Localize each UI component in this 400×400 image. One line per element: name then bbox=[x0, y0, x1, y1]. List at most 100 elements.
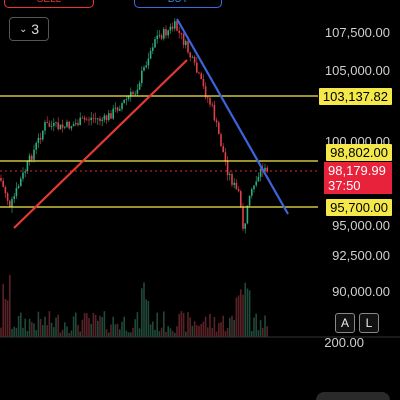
volume-bar bbox=[251, 330, 253, 337]
level-tag-2: 98,802.00 bbox=[326, 144, 392, 161]
volume-bar bbox=[94, 314, 97, 337]
volume-bar bbox=[163, 311, 165, 337]
sell-button[interactable]: SELL bbox=[4, 0, 94, 8]
volume-bar bbox=[182, 312, 185, 337]
candle-body bbox=[209, 98, 211, 105]
volume-bar bbox=[33, 323, 35, 337]
volume-bar bbox=[15, 327, 18, 337]
candle-body bbox=[237, 189, 240, 192]
volume-bar bbox=[196, 325, 198, 337]
candle-body bbox=[180, 32, 183, 35]
candle-body bbox=[182, 34, 185, 45]
current-price-tag: 98,179.99 37:50 bbox=[324, 162, 392, 194]
candle-body bbox=[110, 113, 112, 119]
candle-body bbox=[64, 126, 66, 128]
candle-body bbox=[37, 137, 40, 143]
volume-bar bbox=[44, 316, 46, 337]
volume-bar bbox=[26, 331, 29, 337]
volume-bar bbox=[125, 330, 128, 337]
candle-body bbox=[48, 123, 51, 127]
candle-body bbox=[46, 122, 48, 124]
volume-bar bbox=[143, 282, 145, 337]
volume-bar bbox=[57, 314, 59, 337]
candle-countdown: 37:50 bbox=[328, 178, 361, 193]
candle-body bbox=[220, 134, 222, 147]
volume-bar bbox=[101, 317, 103, 337]
volume-bar bbox=[244, 282, 246, 337]
volume-bar bbox=[90, 323, 92, 337]
volume-bar bbox=[165, 331, 167, 337]
volume-bar bbox=[130, 332, 132, 337]
volume-bar bbox=[68, 332, 70, 337]
candle-body bbox=[99, 118, 101, 121]
volume-bar bbox=[110, 324, 112, 337]
candle-body bbox=[196, 62, 198, 73]
volume-bar bbox=[259, 320, 262, 337]
candle-body bbox=[266, 167, 268, 172]
candle-body bbox=[86, 119, 88, 121]
auto-scale-button[interactable]: A bbox=[335, 313, 355, 333]
support-trendline bbox=[13, 59, 188, 229]
volume-bar bbox=[92, 312, 95, 337]
volume-bar bbox=[134, 319, 136, 337]
volume-bar bbox=[13, 326, 15, 337]
candle-body bbox=[136, 89, 139, 94]
volume-bar bbox=[240, 289, 242, 337]
candle-body bbox=[191, 56, 194, 58]
volume-bar bbox=[70, 330, 73, 337]
volume-bar bbox=[145, 299, 147, 337]
volume-bar bbox=[180, 311, 183, 337]
bottom-handle[interactable] bbox=[316, 392, 390, 400]
candle-body bbox=[15, 188, 18, 197]
candle-body bbox=[94, 118, 97, 120]
candle-body bbox=[105, 115, 108, 120]
candle-body bbox=[53, 123, 55, 126]
candle-body bbox=[213, 104, 216, 121]
volume-bar bbox=[42, 325, 44, 337]
candle-body bbox=[138, 83, 141, 90]
candle-body bbox=[103, 115, 106, 120]
candle-body bbox=[141, 70, 143, 84]
candle-body bbox=[35, 142, 37, 150]
candle-body bbox=[28, 155, 31, 162]
volume-bar bbox=[160, 327, 163, 337]
volume-bar bbox=[233, 320, 235, 337]
volume-bars bbox=[0, 274, 268, 337]
candle-body bbox=[134, 93, 136, 95]
candle-body bbox=[202, 79, 205, 87]
candle-body bbox=[61, 124, 64, 128]
volume-bar bbox=[55, 317, 57, 337]
chevron-down-icon: ⌄ bbox=[18, 24, 28, 35]
level-tag-1: 103,137.82 bbox=[318, 88, 392, 105]
volume-bar bbox=[31, 322, 33, 337]
buy-button[interactable]: BUY bbox=[134, 0, 222, 8]
candle-body bbox=[240, 191, 242, 207]
indicator-toggle-button[interactable]: ⌄ 3 bbox=[9, 17, 49, 41]
volume-bar bbox=[22, 327, 24, 337]
volume-bar bbox=[222, 315, 224, 337]
volume-bar bbox=[154, 329, 156, 337]
log-scale-button[interactable]: L bbox=[359, 313, 379, 333]
volume-bar bbox=[171, 330, 174, 337]
candle-body bbox=[244, 223, 246, 229]
candle-body bbox=[123, 99, 125, 104]
candle-body bbox=[0, 178, 2, 181]
candle-body bbox=[171, 26, 174, 29]
volume-bar bbox=[264, 315, 266, 337]
volume-bar bbox=[255, 313, 257, 337]
candle-body bbox=[39, 137, 42, 140]
volume-bar bbox=[59, 332, 62, 337]
candle-body bbox=[17, 186, 20, 189]
candle-body bbox=[204, 86, 207, 98]
volume-bar bbox=[39, 318, 42, 337]
candle-body bbox=[75, 123, 77, 125]
volume-bar bbox=[35, 330, 37, 337]
volume-bar bbox=[88, 318, 90, 337]
candle-body bbox=[50, 125, 53, 127]
candle-body bbox=[242, 206, 244, 229]
candle-body bbox=[167, 30, 169, 36]
volume-bar bbox=[198, 325, 200, 337]
price-axis-label: 92,500.00 bbox=[332, 248, 390, 263]
volume-bar bbox=[158, 331, 161, 337]
